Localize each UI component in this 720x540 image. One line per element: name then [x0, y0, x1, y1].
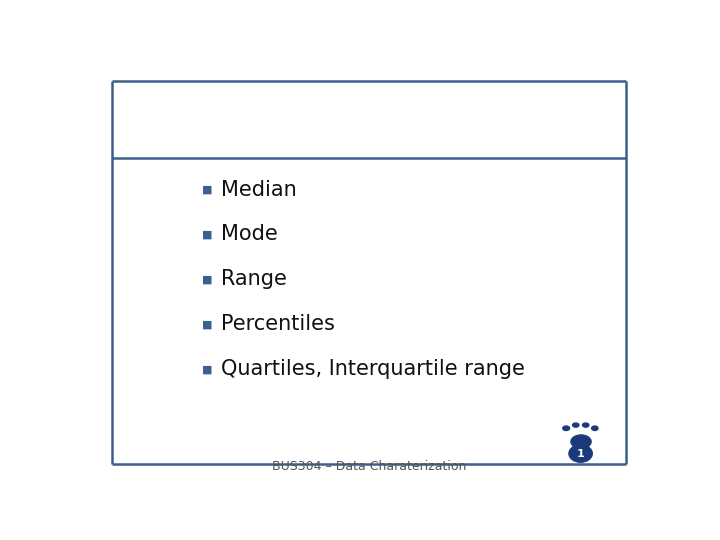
- Text: Quartiles, Interquartile range: Quartiles, Interquartile range: [221, 359, 525, 379]
- Text: ■: ■: [202, 185, 212, 194]
- Text: ■: ■: [202, 230, 212, 239]
- Text: 1: 1: [577, 449, 585, 458]
- Text: BUS304 – Data Charaterization: BUS304 – Data Charaterization: [272, 460, 466, 473]
- Text: Percentiles: Percentiles: [221, 314, 335, 334]
- Text: Mode: Mode: [221, 225, 278, 245]
- Text: Median: Median: [221, 179, 297, 200]
- Ellipse shape: [592, 426, 598, 430]
- Ellipse shape: [571, 435, 591, 448]
- Circle shape: [569, 445, 593, 462]
- Text: ■: ■: [202, 319, 212, 329]
- Ellipse shape: [563, 426, 570, 430]
- Ellipse shape: [582, 423, 589, 427]
- Ellipse shape: [572, 423, 579, 427]
- Text: ■: ■: [202, 364, 212, 374]
- Text: ■: ■: [202, 274, 212, 285]
- Text: Range: Range: [221, 269, 287, 289]
